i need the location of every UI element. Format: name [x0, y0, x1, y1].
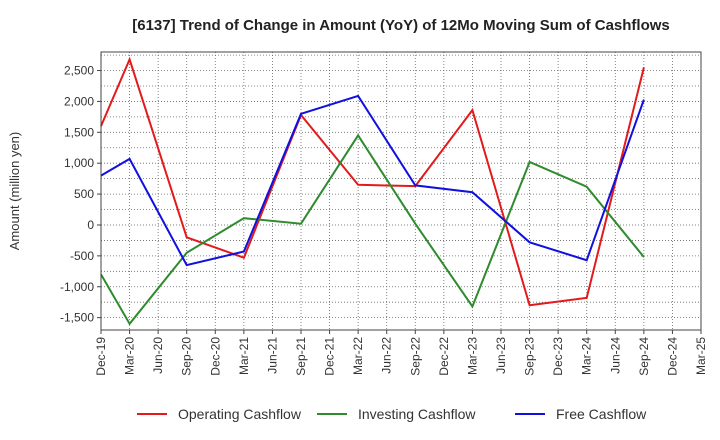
x-tick-label: Mar-21	[237, 337, 251, 375]
chart-title: [6137] Trend of Change in Amount (YoY) o…	[132, 17, 670, 34]
x-tick-label: Mar-23	[465, 337, 479, 375]
x-tick-label: Dec-21	[323, 337, 337, 376]
x-tick-label: Jun-24	[608, 337, 622, 374]
plot-frame	[100, 51, 702, 331]
x-tick-label: Dec-22	[437, 337, 451, 376]
x-tick-label: Sep-24	[637, 337, 651, 376]
legend-label: Investing Cashflow	[358, 406, 476, 422]
y-tick-label: 0	[87, 218, 94, 232]
x-tick-label: Mar-20	[123, 337, 137, 375]
x-tick-label: Mar-24	[580, 337, 594, 375]
x-ticks: Dec-19 Mar-20 Jun-20 Sep-20 Dec-20 Mar-21 Jun-…	[94, 330, 708, 376]
y-tick-label: 1,500	[64, 125, 94, 139]
legend: Operating Cashflow Investing Cashflow Free…	[137, 406, 647, 422]
y-tick-label: -1,500	[60, 311, 94, 325]
series-line-operating-cashflow	[100, 56, 645, 307]
x-tick-label: Dec-19	[94, 337, 108, 376]
series-line-investing-cashflow	[100, 133, 645, 326]
x-tick-label: Sep-21	[294, 337, 308, 376]
x-tick-label: Mar-25	[694, 337, 708, 375]
y-tick-label: 2,500	[64, 64, 94, 78]
legend-label: Operating Cashflow	[178, 406, 302, 422]
x-tick-label: Sep-22	[408, 337, 422, 376]
series-layer	[100, 56, 645, 326]
y-tick-label: 500	[74, 187, 94, 201]
x-tick-label: Jun-22	[380, 337, 394, 374]
x-tick-label: Dec-24	[665, 337, 679, 376]
y-tick-label: 1,000	[64, 156, 94, 170]
x-tick-label: Jun-20	[151, 337, 165, 374]
y-tick-label: -500	[70, 249, 94, 263]
y-axis-label: Amount (million yen)	[7, 132, 22, 251]
series-line-free-cashflow	[100, 94, 645, 267]
x-tick-label: Sep-23	[523, 337, 537, 376]
x-tick-label: Jun-21	[265, 337, 279, 374]
x-tick-label: Dec-20	[208, 337, 222, 376]
x-tick-label: Jun-23	[494, 337, 508, 374]
x-tick-label: Dec-23	[551, 337, 565, 376]
y-ticks: -1,500 -1,000 -500 0 500 1,000 1,500 2,000 2,500	[60, 64, 101, 325]
y-tick-label: 2,000	[64, 94, 94, 108]
x-tick-label: Sep-20	[180, 337, 194, 376]
legend-label: Free Cashflow	[556, 406, 647, 422]
y-tick-label: -1,000	[60, 280, 94, 294]
x-tick-label: Mar-22	[351, 337, 365, 375]
